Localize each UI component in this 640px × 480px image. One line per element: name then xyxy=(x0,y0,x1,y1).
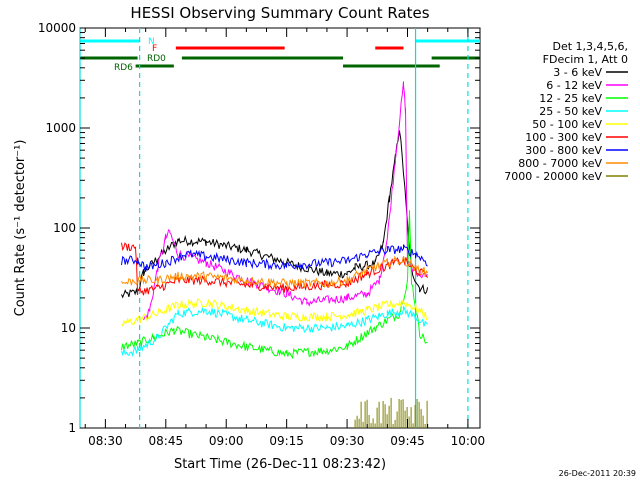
y-axis-ticks: 1 10 100 1000 10000 xyxy=(38,21,480,435)
series-line-4 xyxy=(121,298,428,327)
legend-entry-label: 25 - 50 keV xyxy=(539,105,602,118)
y-tick-label: 1000 xyxy=(45,121,76,135)
chart-title: HESSI Observing Summary Count Rates xyxy=(130,4,429,22)
x-axis-ticks: 08:30 08:45 09:00 09:15 09:30 09:45 10:00 xyxy=(84,28,486,448)
series-line-0 xyxy=(121,130,429,299)
legend-entry-label: 800 - 7000 keV xyxy=(518,157,602,170)
footer-date: 26-Dec-2011 20:39 xyxy=(559,469,636,478)
legend-entry-label: 300 - 800 keV xyxy=(525,144,602,157)
x-tick-label: 08:45 xyxy=(149,434,184,448)
series-line-3 xyxy=(121,305,428,358)
legend-entry-label: 100 - 300 keV xyxy=(525,131,602,144)
flag-label-rd6: RD6 xyxy=(114,63,133,73)
series-line-2 xyxy=(121,210,428,360)
y-tick-label: 100 xyxy=(53,221,76,235)
legend: Det 1,3,4,5,6,FDecim 1, Att 03 - 6 keV6 … xyxy=(504,40,628,183)
y-tick-label: 10 xyxy=(61,321,76,335)
series-line-6 xyxy=(121,244,428,272)
series-line-8 xyxy=(354,397,428,428)
flag-label-night: N xyxy=(148,37,155,47)
x-tick-label: 09:45 xyxy=(390,434,425,448)
y-tick-label: 10000 xyxy=(38,21,76,35)
x-tick-label: 08:30 xyxy=(88,434,123,448)
series-line-7 xyxy=(121,255,429,288)
x-tick-label: 09:30 xyxy=(330,434,365,448)
x-axis-label: Start Time (26-Dec-11 08:23:42) xyxy=(174,457,386,472)
legend-entry-label: 7000 - 20000 keV xyxy=(504,170,602,183)
series-lines xyxy=(121,81,429,428)
legend-entry-label: 12 - 25 keV xyxy=(539,92,602,105)
y-tick-label: 1 xyxy=(68,421,76,435)
x-tick-label: 10:00 xyxy=(451,434,486,448)
y-axis-label: Count Rate (s⁻¹ detector⁻¹) xyxy=(13,140,28,317)
flag-label-flare: F xyxy=(152,44,157,54)
legend-entry-label: 50 - 100 keV xyxy=(532,118,602,131)
series-line-1 xyxy=(143,81,428,321)
legend-entry-label: 6 - 12 keV xyxy=(546,79,602,92)
x-tick-label: 09:15 xyxy=(269,434,304,448)
legend-header: Det 1,3,4,5,6, xyxy=(552,40,628,53)
flag-label-rd0: RD0 xyxy=(147,54,166,64)
legend-entry-label: 3 - 6 keV xyxy=(553,66,602,79)
legend-header: FDecim 1, Att 0 xyxy=(543,53,628,66)
x-tick-label: 09:00 xyxy=(209,434,244,448)
